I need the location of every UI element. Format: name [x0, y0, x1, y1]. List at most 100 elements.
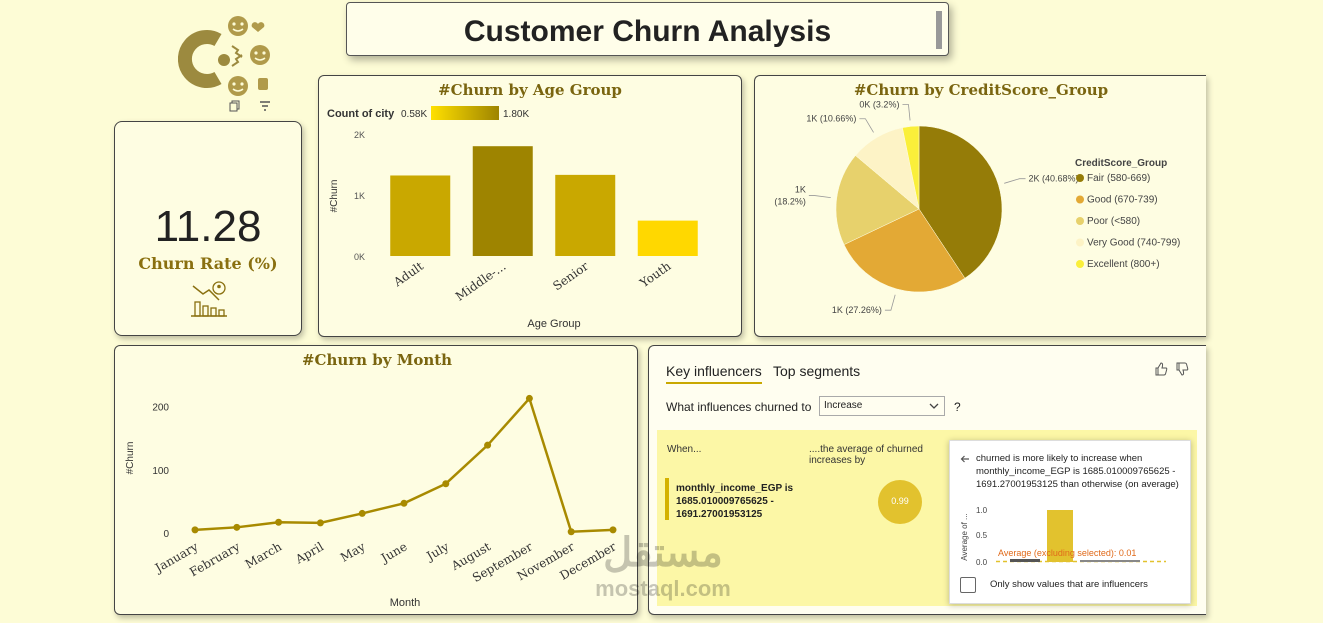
month-point[interactable] [484, 441, 492, 449]
age-chart-title: #Churn by Age Group [438, 81, 622, 99]
key-influencers-visual[interactable]: Key influencers Top segments What influe… [648, 345, 1206, 615]
pie-slice[interactable] [843, 208, 966, 293]
influencer-text: monthly_income_EGP is 1685.010009765625 … [676, 483, 794, 520]
legend-marker [1076, 217, 1084, 225]
pie-slice-label: 1K [795, 185, 806, 195]
month-point[interactable] [525, 394, 533, 402]
mini-other-bar [1010, 559, 1040, 562]
mini-ytick-top: 1.0 [976, 506, 988, 515]
month-category-label: May [338, 539, 368, 564]
churn-rate-card[interactable]: 11.28 Churn Rate (%) [114, 121, 302, 336]
influencer-item[interactable]: monthly_income_EGP is 1685.010009765625 … [676, 482, 796, 521]
month-point[interactable] [567, 528, 575, 536]
visual-header-toolbar [220, 98, 304, 128]
month-series-line [194, 395, 614, 534]
pie-slice-label: 0K (3.2%) [859, 100, 899, 110]
influencers-only-checkbox[interactable] [960, 577, 976, 593]
tab-key-influencers[interactable]: Key influencers [666, 363, 762, 384]
mini-ytick-bottom: 0.0 [976, 558, 988, 567]
month-category-label: June [377, 539, 409, 566]
pie-slice[interactable] [835, 155, 920, 245]
legend-item-label[interactable]: Poor (<580) [1087, 216, 1140, 227]
month-category-label: March [243, 539, 285, 571]
explanation-text: churned is more likely to increase when … [976, 453, 1179, 490]
legend-item-label[interactable]: Excellent (800+) [1087, 259, 1160, 270]
copy-icon[interactable] [224, 98, 246, 118]
age-x-axis-label: Age Group [527, 318, 580, 330]
influence-question: What influences churned to [666, 400, 812, 414]
thumbs-down-icon[interactable] [1175, 362, 1189, 376]
month-chart-title: #Churn by Month [302, 351, 452, 369]
month-x-axis-label: Month [390, 597, 421, 609]
month-point[interactable] [442, 480, 450, 488]
credit-chart-title: #Churn by CreditScore_Group [854, 81, 1108, 99]
churn-by-age-chart[interactable]: #Churn by Age Group Count of city 0.58K … [318, 75, 742, 337]
legend-marker [1076, 238, 1084, 247]
average-increase-header: ....the average of churned increases by [809, 444, 923, 466]
pie-slice-label: 1K (10.66%) [806, 114, 856, 124]
help-icon[interactable]: ? [954, 400, 961, 414]
month-point[interactable] [316, 519, 324, 527]
thumbs-up-icon[interactable] [1154, 362, 1168, 376]
age-category-label: Senior [550, 259, 591, 293]
tab-top-segments[interactable]: Top segments [773, 363, 861, 379]
pie-slice-label: (18.2%) [774, 197, 806, 207]
legend-marker [1076, 174, 1084, 182]
month-point[interactable] [191, 526, 199, 534]
month-point[interactable] [609, 526, 617, 534]
age-legend-min: 0.58K [401, 109, 427, 120]
churn-rate-label: Churn Rate (%) [138, 254, 278, 273]
influencer-explanation-popup: churned is more likely to increase when … [949, 440, 1191, 604]
age-bar[interactable] [555, 174, 616, 256]
credit-pie-chart-svg: #Churn by CreditScore_Group 2K (40.68%) 1… [774, 81, 1180, 315]
age-bar[interactable] [472, 146, 533, 256]
churn-rate-value: 11.28 [154, 202, 262, 251]
mini-comparison-chart: Average of ... 1.0 0.5 0.0 Average (excl… [960, 506, 1166, 567]
legend-marker [1076, 260, 1084, 268]
page-title: Customer Churn Analysis [463, 15, 832, 48]
churn-by-creditscore-chart[interactable]: #Churn by CreditScore_Group 2K (40.68%) 1… [754, 75, 1206, 337]
month-point[interactable] [275, 518, 283, 526]
chart-decline-user-icon [191, 281, 227, 317]
influence-direction-select[interactable]: Increase [819, 396, 945, 416]
mini-selected-bar [1047, 510, 1073, 562]
month-ytick-label: 100 [152, 466, 169, 477]
legend-item-label[interactable]: Very Good (740-799) [1087, 238, 1180, 249]
month-point[interactable] [358, 509, 366, 517]
age-bar[interactable] [390, 175, 451, 256]
when-header: When... [667, 444, 702, 455]
month-point[interactable] [233, 523, 241, 531]
filter-icon[interactable] [254, 98, 276, 118]
report-title-card: Customer Churn Analysis [346, 2, 949, 56]
pie-slice-label: 1K (27.26%) [832, 305, 882, 315]
month-category-label: April [292, 539, 326, 567]
pie-label-leader [902, 104, 911, 121]
pie-label-leader [808, 195, 831, 199]
back-arrow-icon[interactable] [960, 454, 970, 464]
age-ytick-label: 2K [354, 130, 365, 140]
pie-label-leader [859, 118, 874, 133]
month-ytick-label: 0 [163, 529, 169, 540]
legend-item-label[interactable]: Fair (580-669) [1087, 173, 1150, 184]
pie-slice[interactable] [902, 125, 920, 210]
age-y-axis-label: #Churn [329, 180, 340, 213]
age-legend-title: Count of city [327, 108, 395, 120]
influencer-highlight-bar [665, 478, 669, 520]
customer-churn-logo-icon [178, 16, 270, 96]
influencers-only-label: Only show values that are influencers [990, 579, 1148, 590]
pie-label-leader [1004, 178, 1026, 184]
pie-label-leader [884, 294, 896, 311]
age-category-label: Youth [636, 259, 673, 291]
month-category-label: July [423, 539, 452, 564]
age-category-label: Middle-... [453, 259, 508, 304]
legend-marker [1076, 195, 1084, 204]
pie-slice-label: 2K (40.68%) [1029, 174, 1079, 184]
legend-item-label[interactable]: Good (670-739) [1087, 195, 1158, 206]
age-category-label: Adult [390, 259, 426, 290]
month-point[interactable] [400, 499, 408, 507]
churn-by-month-chart[interactable]: #Churn by Month #Churn Month 0 100 200 Jan… [114, 345, 638, 615]
age-bar[interactable] [637, 220, 698, 256]
mini-other-bar [1080, 560, 1140, 562]
influence-bubble-value: 0.99 [891, 496, 909, 506]
age-ytick-label: 1K [354, 191, 365, 201]
